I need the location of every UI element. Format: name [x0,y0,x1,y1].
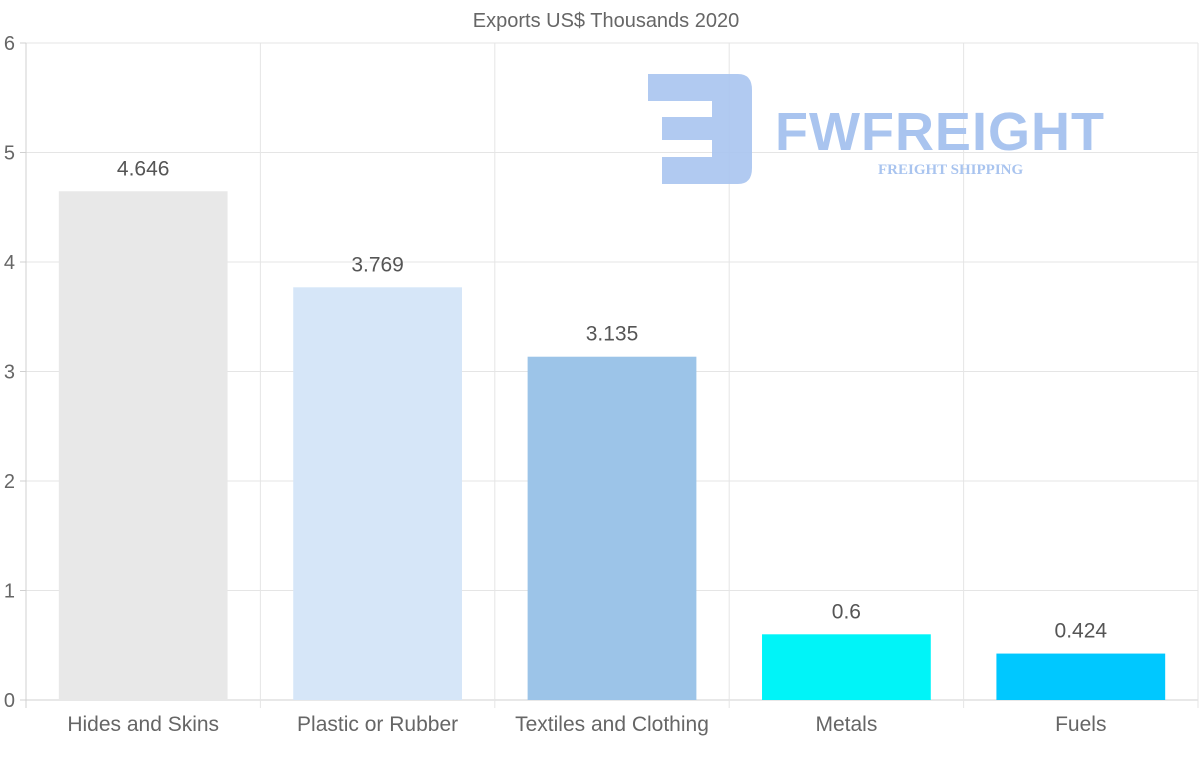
x-tick-label: Metals [815,713,877,736]
x-tick-label: Fuels [1055,713,1106,736]
x-axis-labels: Hides and Skins Plastic or Rubber Textiles… [67,713,1106,736]
bar-value-label: 4.646 [117,157,170,180]
bars [58,191,1166,700]
y-tick-label: 2 [4,471,15,493]
bar-value-label: 0.424 [1055,620,1108,643]
x-tick-label: Hides and Skins [67,713,219,736]
watermark: FWFREIGHT FREIGHT SHIPPING [648,74,1105,184]
y-tick-label: 4 [4,252,15,274]
watermark-subtitle: FREIGHT SHIPPING [878,162,1023,178]
chart-title: Exports US$ Thousands 2020 [473,10,739,32]
bar[interactable] [762,634,931,700]
y-tick-label: 6 [4,33,15,55]
bar-value-label: 3.135 [586,323,639,346]
bar[interactable] [527,356,697,700]
bar[interactable] [58,191,228,700]
bar[interactable] [293,287,462,700]
bar-value-label: 3.769 [351,253,404,276]
y-tick-label: 3 [4,362,15,384]
x-tick-label: Textiles and Clothing [515,713,709,736]
y-tick-label: 0 [4,690,15,712]
value-labels: 4.646 3.769 3.135 0.6 0.424 [117,157,1107,642]
bar[interactable] [996,653,1166,700]
watermark-title: FWFREIGHT [775,102,1105,162]
x-tick-label: Plastic or Rubber [297,713,458,736]
y-axis-ticks: 0 1 2 3 4 5 6 [4,33,15,712]
y-tick-label: 1 [4,581,15,603]
watermark-logo-icon [648,74,752,184]
bar-value-label: 0.6 [832,600,861,623]
y-tick-label: 5 [4,143,15,165]
